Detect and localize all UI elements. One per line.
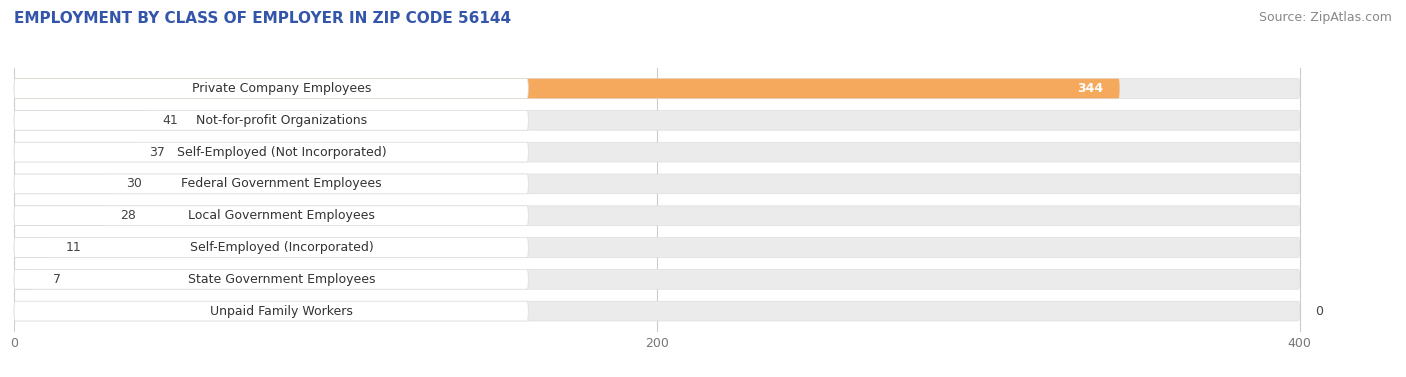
Text: Federal Government Employees: Federal Government Employees [181,178,382,190]
Text: 37: 37 [149,146,165,159]
Text: 41: 41 [162,114,177,127]
Text: EMPLOYMENT BY CLASS OF EMPLOYER IN ZIP CODE 56144: EMPLOYMENT BY CLASS OF EMPLOYER IN ZIP C… [14,11,512,26]
FancyBboxPatch shape [14,238,529,257]
FancyBboxPatch shape [14,79,1299,98]
Text: State Government Employees: State Government Employees [187,273,375,286]
Text: 0: 0 [1316,305,1323,317]
FancyBboxPatch shape [14,238,1299,257]
FancyBboxPatch shape [14,142,1299,162]
FancyBboxPatch shape [14,174,1299,194]
Text: 28: 28 [120,209,136,222]
FancyBboxPatch shape [14,270,1299,289]
FancyBboxPatch shape [14,270,37,289]
FancyBboxPatch shape [14,110,1299,130]
Text: Unpaid Family Workers: Unpaid Family Workers [209,305,353,317]
Text: Source: ZipAtlas.com: Source: ZipAtlas.com [1258,11,1392,24]
Text: Private Company Employees: Private Company Employees [191,82,371,95]
FancyBboxPatch shape [14,79,1119,98]
FancyBboxPatch shape [14,79,529,98]
FancyBboxPatch shape [14,110,529,130]
Text: 7: 7 [52,273,60,286]
FancyBboxPatch shape [14,206,529,225]
FancyBboxPatch shape [14,110,146,130]
Text: Self-Employed (Incorporated): Self-Employed (Incorporated) [190,241,374,254]
FancyBboxPatch shape [14,301,529,321]
FancyBboxPatch shape [14,206,1299,225]
FancyBboxPatch shape [14,142,134,162]
FancyBboxPatch shape [14,174,529,194]
FancyBboxPatch shape [14,301,1299,321]
FancyBboxPatch shape [14,270,529,289]
FancyBboxPatch shape [14,174,111,194]
FancyBboxPatch shape [14,206,104,225]
Text: Not-for-profit Organizations: Not-for-profit Organizations [195,114,367,127]
FancyBboxPatch shape [14,238,49,257]
Text: 30: 30 [127,178,142,190]
FancyBboxPatch shape [14,142,529,162]
Text: Local Government Employees: Local Government Employees [188,209,375,222]
Text: 11: 11 [66,241,82,254]
Text: 344: 344 [1077,82,1104,95]
Text: Self-Employed (Not Incorporated): Self-Employed (Not Incorporated) [177,146,387,159]
